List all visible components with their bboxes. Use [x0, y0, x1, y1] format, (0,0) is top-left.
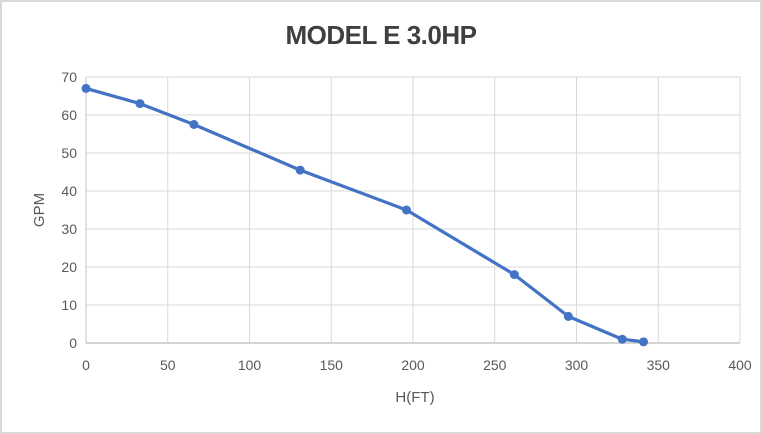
y-tick-label: 60	[61, 107, 77, 123]
data-point-marker	[617, 334, 627, 344]
y-tick-label: 10	[61, 297, 77, 313]
x-tick-label: 200	[401, 357, 425, 373]
x-tick-label: 300	[565, 357, 589, 373]
x-tick-label: 400	[728, 357, 752, 373]
data-point-marker	[189, 120, 199, 129]
y-tick-label: 70	[61, 69, 77, 85]
y-axis-title: GPM	[31, 193, 48, 227]
series-layer	[81, 83, 649, 347]
y-tick-label: 0	[69, 335, 77, 351]
x-tick-label: 350	[647, 357, 671, 373]
x-tick-label: 100	[238, 357, 262, 373]
y-tick-label: 30	[61, 221, 77, 237]
y-tick-label: 40	[61, 183, 77, 199]
data-point-marker	[639, 337, 649, 347]
x-tick-label: 50	[160, 357, 176, 373]
chart-title: MODEL E 3.0HP	[285, 20, 477, 50]
data-point-marker	[509, 270, 519, 280]
x-tick-label: 250	[483, 357, 507, 373]
tick-label-layer: 0 10 20 30 40 50 60 70 0 50 100 150 200 250 300 350 400	[61, 69, 751, 373]
data-point-marker	[295, 165, 305, 175]
y-tick-label: 50	[61, 145, 77, 161]
x-tick-label: 150	[320, 357, 344, 373]
data-point-marker	[401, 205, 411, 215]
x-tick-label: 0	[82, 357, 90, 373]
data-point-marker	[81, 83, 91, 93]
grid-layer	[85, 76, 741, 344]
x-axis-title: H(FT)	[395, 389, 434, 406]
data-point-marker	[135, 99, 145, 109]
series-line	[84, 86, 646, 344]
axis-layer	[85, 77, 740, 344]
data-point-marker	[563, 311, 573, 321]
y-tick-label: 20	[61, 259, 77, 275]
